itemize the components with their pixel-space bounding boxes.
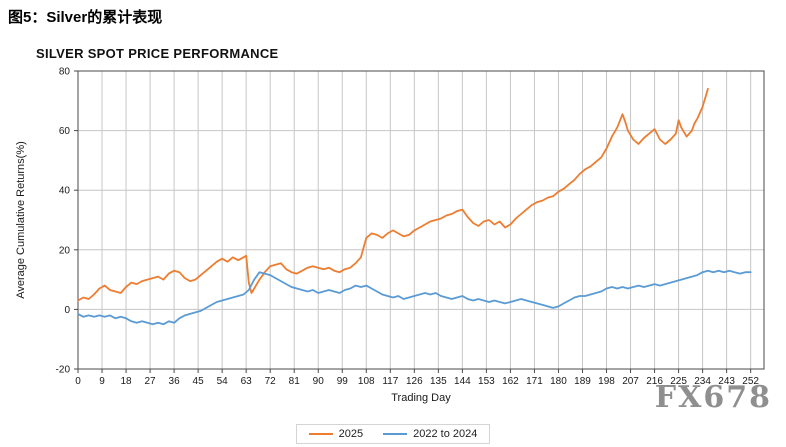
y-tick-label: -20	[56, 365, 71, 376]
series-layer	[77, 87, 752, 326]
chart-title: SILVER SPOT PRICE PERFORMANCE	[36, 46, 279, 61]
x-tick-label: 180	[550, 376, 567, 387]
y-axis-label: Average Cumulative Returns(%)	[15, 141, 27, 299]
y-tick-label: 80	[59, 67, 71, 78]
x-tick-label: 189	[574, 376, 591, 387]
series-line-2025	[77, 87, 709, 302]
series-line-2022-to-2024	[77, 269, 752, 326]
y-tick-label: 0	[64, 305, 70, 316]
legend-swatch-2025	[308, 433, 333, 435]
x-tick-label: 54	[217, 376, 229, 387]
x-tick-label: 153	[478, 376, 495, 387]
x-tick-label: 135	[430, 376, 447, 387]
legend-item-2025: 2025	[308, 428, 364, 440]
x-tick-label: 216	[646, 376, 663, 387]
x-tick-label: 36	[169, 376, 181, 387]
x-tick-label: 81	[289, 376, 301, 387]
x-tick-label: 126	[406, 376, 423, 387]
legend-label-2022-2024: 2022 to 2024	[413, 428, 478, 440]
grid-layer	[77, 70, 764, 370]
x-tick-label: 72	[265, 376, 277, 387]
x-tick-label: 144	[454, 376, 471, 387]
x-tick-label: 234	[694, 376, 711, 387]
chart-svg: 0 9 18 27 36 45 54 63 72 81 90 99 108 117 126 135 144 153…	[15, 67, 765, 405]
x-tick-label: 171	[526, 376, 543, 387]
x-tick-label: 90	[313, 376, 325, 387]
x-axis-label: Trading Day	[391, 392, 451, 404]
x-tick-label: 162	[502, 376, 519, 387]
figure-caption: 图5：Silver的累计表现	[8, 9, 163, 26]
x-tick-label: 18	[120, 376, 132, 387]
x-tick-label: 198	[598, 376, 615, 387]
watermark: FX678	[654, 380, 772, 415]
label-layer: 0 9 18 27 36 45 54 63 72 81 90 99 108 117 126 135 144 153…	[15, 67, 759, 405]
legend-label-2025: 2025	[338, 428, 364, 440]
x-tick-label: 252	[742, 376, 759, 387]
x-tick-label: 243	[718, 376, 735, 387]
legend-box: 2025 2022 to 2024	[295, 424, 491, 444]
x-tick-label: 27	[145, 376, 157, 387]
legend-item-2022-2024: 2022 to 2024	[383, 428, 477, 440]
x-tick-label: 108	[358, 376, 375, 387]
x-tick-label: 45	[193, 376, 205, 387]
x-tick-label: 207	[622, 376, 639, 387]
x-tick-label: 63	[241, 376, 253, 387]
x-tick-label: 99	[337, 376, 349, 387]
plot-border	[77, 70, 765, 370]
y-tick-label: 40	[59, 186, 71, 197]
y-tick-label: 20	[59, 245, 71, 256]
x-tick-label: 117	[382, 376, 398, 387]
x-tick-label: 9	[99, 376, 105, 387]
x-tick-label: 225	[670, 376, 687, 387]
chart-block: SILVER SPOT PRICE PERFORMANCE 0 9 18 27 36 45…	[10, 40, 776, 444]
legend-swatch-2022-2024	[383, 433, 408, 435]
chart-legend: 2025 2022 to 2024	[10, 424, 776, 444]
x-tick-label: 0	[75, 376, 81, 387]
axis-layer	[74, 70, 765, 373]
y-tick-label: 60	[59, 126, 71, 137]
